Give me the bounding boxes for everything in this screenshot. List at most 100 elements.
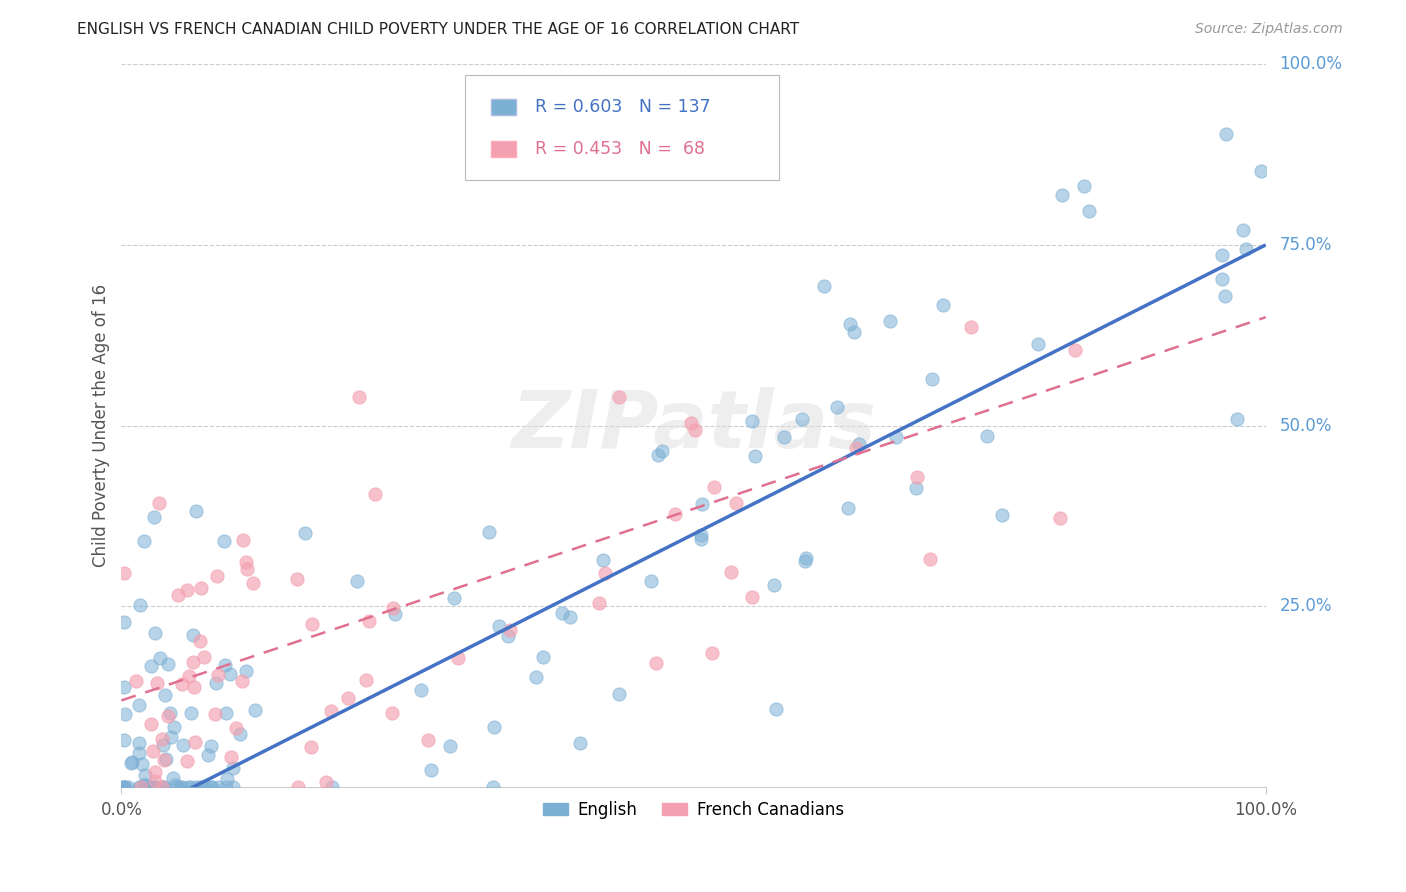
Point (741, 414, 763, 428)
Point (129, 780, 152, 794)
Point (169, 780, 191, 794)
Point (190, 581, 212, 595)
Point (143, 626, 166, 640)
Point (319, 705, 342, 719)
Point (845, 441, 868, 455)
Point (640, 574, 662, 588)
Point (384, 607, 406, 621)
Point (347, 390, 370, 404)
Point (794, 550, 817, 565)
Point (1226, 411, 1249, 425)
Point (346, 574, 368, 588)
Point (235, 555, 257, 569)
Point (321, 780, 343, 794)
Point (179, 669, 201, 683)
Point (152, 780, 174, 794)
Point (117, 780, 139, 794)
Point (848, 437, 870, 451)
Point (382, 601, 405, 615)
Point (155, 752, 177, 766)
Point (447, 651, 470, 665)
Point (150, 732, 173, 747)
Point (146, 676, 169, 690)
Point (772, 429, 794, 443)
Point (183, 680, 205, 694)
Point (200, 780, 222, 794)
Point (790, 412, 813, 426)
Y-axis label: Child Poverty Under the Age of 16: Child Poverty Under the Age of 16 (93, 284, 110, 567)
Point (125, 674, 148, 689)
Point (1211, 248, 1233, 262)
Point (131, 757, 153, 772)
Text: 25.0%: 25.0% (1279, 598, 1331, 615)
Point (315, 775, 337, 789)
Point (145, 764, 167, 779)
Point (148, 496, 170, 510)
Point (176, 780, 198, 794)
Point (725, 496, 748, 510)
Point (221, 750, 243, 764)
Point (143, 509, 166, 524)
Point (825, 401, 848, 415)
Point (112, 780, 135, 794)
Point (215, 772, 238, 786)
Point (443, 591, 465, 606)
Point (905, 470, 928, 484)
Point (184, 503, 207, 517)
Point (167, 588, 190, 602)
Point (186, 780, 208, 794)
Point (225, 721, 247, 735)
Point (838, 317, 860, 331)
Point (142, 744, 165, 758)
Point (359, 614, 381, 628)
Point (1250, 164, 1272, 178)
Point (588, 596, 610, 610)
Point (231, 673, 253, 688)
FancyBboxPatch shape (491, 99, 516, 115)
Point (921, 372, 943, 386)
Point (132, 778, 155, 792)
Text: R = 0.453   N =  68: R = 0.453 N = 68 (534, 140, 704, 158)
Point (214, 657, 236, 672)
Point (134, 778, 156, 792)
Point (121, 755, 143, 769)
Point (744, 449, 766, 463)
Point (741, 591, 763, 605)
Point (159, 706, 181, 720)
Text: R = 0.603   N = 137: R = 0.603 N = 137 (534, 98, 710, 116)
FancyBboxPatch shape (465, 75, 779, 180)
Point (153, 688, 176, 702)
Point (149, 780, 172, 794)
Point (188, 780, 211, 794)
Point (904, 482, 927, 496)
Point (690, 497, 713, 511)
Point (112, 566, 135, 581)
Point (139, 780, 162, 794)
Point (932, 298, 955, 312)
Point (1234, 242, 1257, 256)
Point (172, 739, 194, 753)
Point (112, 615, 135, 629)
Point (139, 658, 162, 673)
Point (222, 780, 245, 794)
Point (245, 703, 267, 717)
Point (411, 683, 433, 698)
Point (287, 780, 309, 794)
Point (607, 390, 630, 404)
Point (207, 668, 229, 682)
Point (679, 417, 702, 431)
Point (236, 561, 259, 575)
Point (138, 780, 160, 794)
Point (194, 780, 217, 794)
Point (959, 319, 981, 334)
Point (134, 534, 156, 549)
Point (193, 650, 215, 665)
Text: Source: ZipAtlas.com: Source: ZipAtlas.com (1195, 22, 1343, 37)
Point (235, 665, 257, 679)
Point (991, 508, 1014, 523)
Point (647, 448, 669, 462)
Point (1232, 223, 1254, 237)
Point (1215, 127, 1237, 141)
Point (166, 780, 188, 794)
Point (181, 655, 204, 669)
